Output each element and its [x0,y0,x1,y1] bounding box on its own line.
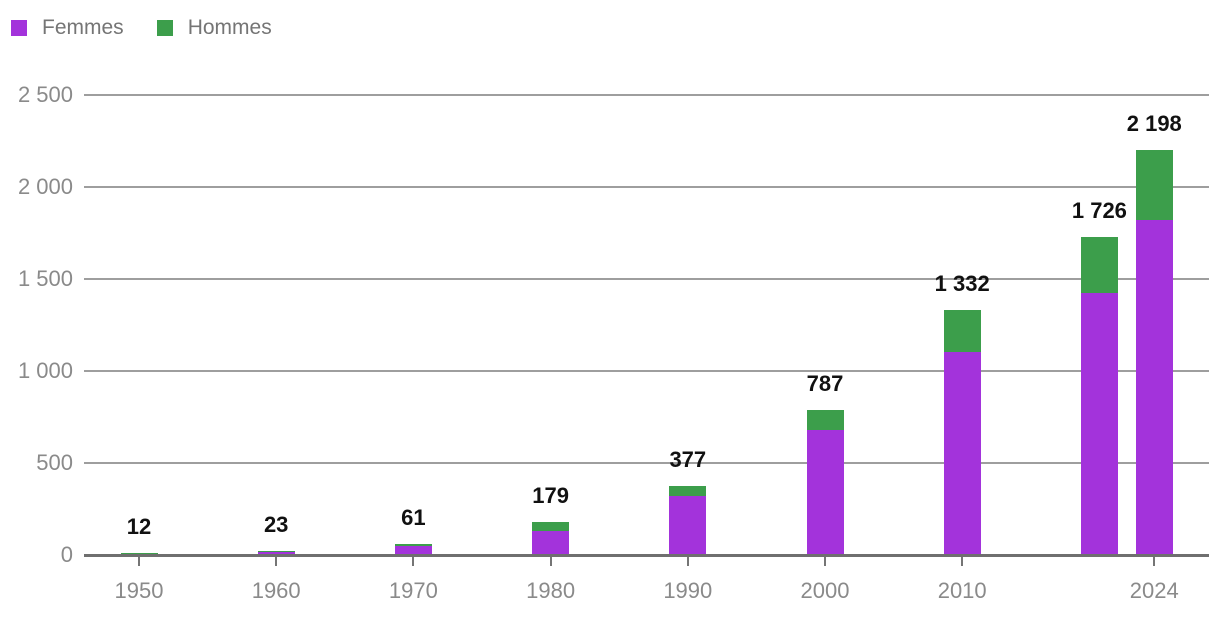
y-axis-label-1000: 1 000 [17,357,73,383]
x-axis-label-2000: 2000 [800,578,850,603]
legend-item-femmes[interactable]: Femmes [11,16,124,40]
bar-femmes-1960[interactable] [257,551,295,555]
bar-value-label-1950: 12 [126,513,152,539]
bar-hommes-2020[interactable] [1080,237,1118,293]
bar-hommes-1970[interactable] [394,543,432,546]
y-axis-label-500: 500 [36,449,73,475]
bar-hommes-1980[interactable] [532,522,570,531]
x-axis-label-1950: 1950 [114,578,164,603]
bar-hommes-2010[interactable] [943,309,981,352]
bar-value-label-2020: 1 726 [1071,198,1127,224]
bar-value-label-1970: 61 [401,504,426,530]
gridline-500 [84,461,1209,464]
x-axis-label-2010: 2010 [937,578,987,603]
bar-value-label-2010: 1 332 [934,270,990,296]
bar-value-label-1990: 377 [669,446,707,472]
legend-label-hommes: Hommes [187,16,272,39]
x-axis-label-2024: 2024 [1129,578,1179,603]
gridline-1000 [84,369,1209,372]
bar-femmes-2024[interactable] [1135,219,1173,555]
legend-item-hommes[interactable]: Hommes [156,16,272,40]
bar-femmes-2020[interactable] [1080,292,1118,555]
bar-femmes-1970[interactable] [394,545,432,555]
femmes-swatch-icon [11,20,27,36]
y-axis-label-2000: 2 000 [17,173,73,199]
bar-femmes-1980[interactable] [532,530,570,555]
x-axis-tick-2024 [1153,556,1156,566]
bar-femmes-1990[interactable] [669,496,707,555]
bar-hommes-2024[interactable] [1135,150,1173,220]
legend-label-femmes: Femmes [42,16,124,39]
gridline-1500 [84,277,1209,280]
legend: Femmes Hommes [11,16,272,40]
x-axis-tick-2010 [961,556,964,566]
x-axis-tick-2000 [824,556,826,566]
y-axis-label-1500: 1 500 [17,265,73,291]
y-axis-label-0: 0 [60,542,73,567]
bar-value-label-2024: 2 198 [1126,111,1182,137]
gridline-2000 [84,185,1209,188]
hommes-swatch-icon [156,20,173,36]
bar-femmes-2000[interactable] [806,429,844,555]
x-axis-tick-1970 [412,556,415,566]
bar-hommes-2000[interactable] [806,410,844,430]
x-axis-label-1960: 1960 [251,578,301,603]
bar-value-label-2000: 787 [806,371,844,397]
x-axis-label-1980: 1980 [526,578,576,603]
x-axis-label-1990: 1990 [663,578,713,603]
x-axis-tick-1950 [138,556,140,566]
bar-hommes-1990[interactable] [669,485,707,497]
bar-value-label-1960: 23 [263,511,289,537]
x-axis-tick-1960 [275,556,278,566]
x-axis-label-1970: 1970 [388,578,438,603]
bar-value-label-1980: 179 [532,483,569,509]
x-axis-tick-1980 [549,556,552,566]
y-axis-label-2500: 2 500 [17,81,73,107]
x-axis-tick-1990 [686,556,689,566]
gridline-2500 [84,93,1209,96]
bar-femmes-2010[interactable] [943,351,981,555]
x-axis-line [84,553,1209,557]
